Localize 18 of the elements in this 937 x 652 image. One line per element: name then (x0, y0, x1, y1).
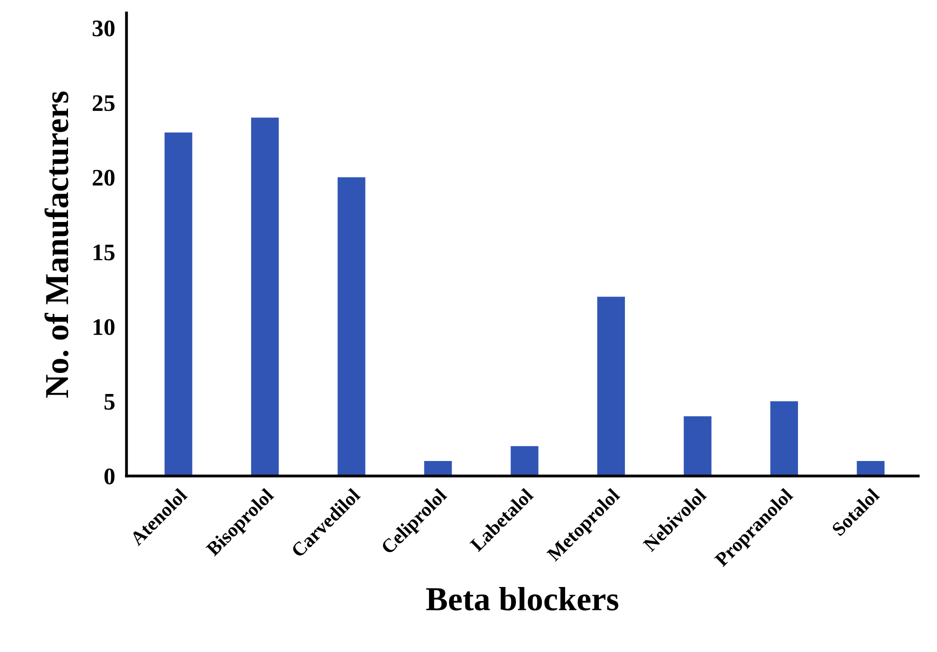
x-axis-title: Beta blockers (426, 587, 618, 610)
bar (424, 461, 452, 476)
y-tick-label: 0 (104, 468, 114, 484)
y-tick-label: 5 (104, 394, 115, 410)
y-tick-label: 20 (92, 170, 114, 186)
bar (251, 118, 279, 476)
bar (338, 177, 366, 476)
bar (856, 461, 885, 476)
bar (164, 132, 192, 476)
y-tick-label: 10 (94, 319, 114, 336)
y-tick-label: 30 (92, 20, 114, 36)
bar (597, 296, 625, 476)
bar (684, 416, 712, 476)
bar (770, 401, 798, 476)
y-axis-title: No. of Manufacturers (44, 91, 68, 398)
y-tick-label: 25 (92, 95, 115, 112)
y-tick-label: 15 (94, 244, 115, 260)
bar (510, 446, 538, 476)
